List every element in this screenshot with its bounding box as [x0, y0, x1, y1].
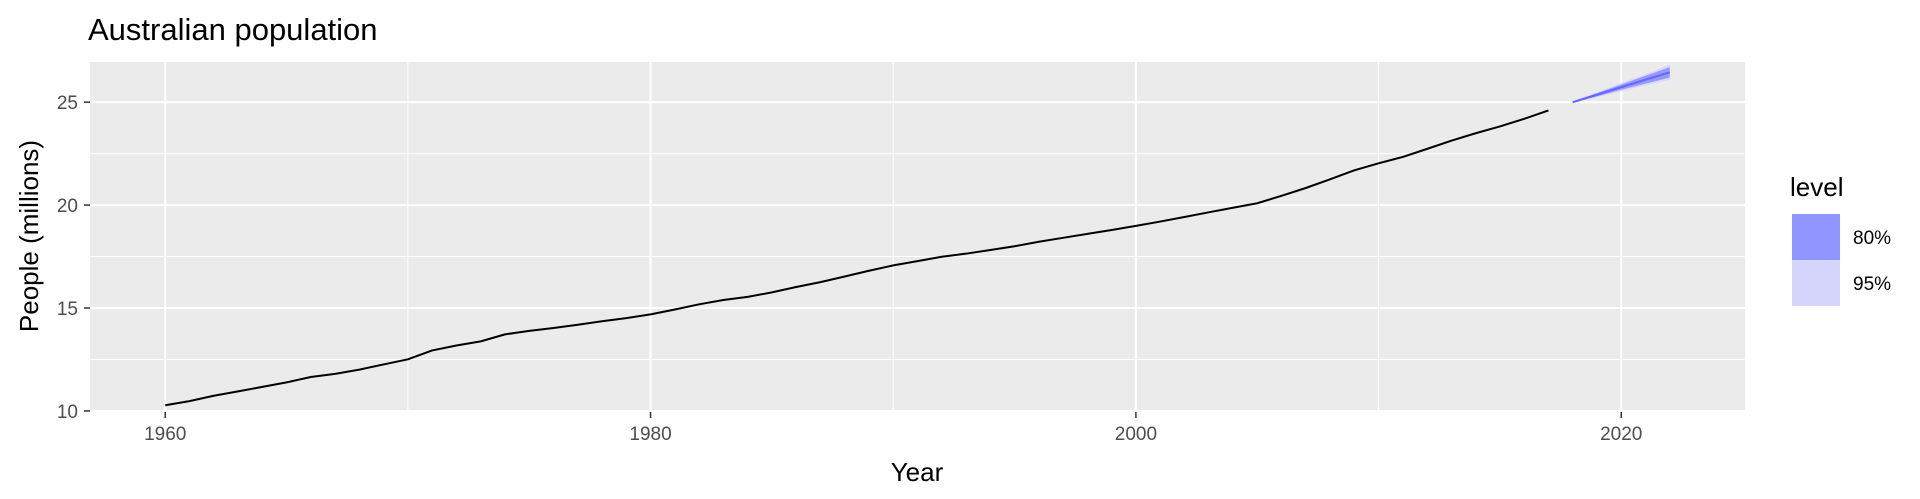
y-axis: 10 15 20 25: [57, 93, 90, 423]
legend-swatch: [1792, 260, 1840, 306]
legend-swatch: [1792, 214, 1840, 260]
y-axis-title: People (millions): [14, 140, 44, 332]
x-tick-label: 2000: [1115, 424, 1157, 445]
x-tick-label: 1960: [144, 424, 186, 445]
minor-gridlines: [90, 62, 1745, 412]
x-axis-title: Year: [891, 457, 944, 487]
y-tick-label: 10: [57, 402, 78, 423]
legend-title: level: [1790, 172, 1843, 202]
y-tick-label: 20: [57, 196, 78, 217]
forecast-mean-line: [1572, 71, 1671, 104]
x-axis: 1960 1980 2000 2020: [144, 412, 1642, 445]
legend-label: 80%: [1853, 228, 1891, 249]
x-tick-label: 1980: [629, 424, 671, 445]
plot-panel: [90, 62, 1745, 412]
y-tick-label: 25: [57, 93, 78, 114]
x-tick-label: 2020: [1600, 424, 1642, 445]
legend-label: 95%: [1853, 274, 1891, 295]
legend: level 80% 95%: [1790, 172, 1891, 306]
series-lines: [165, 71, 1671, 407]
chart-title: Australian population: [88, 12, 378, 47]
major-gridlines: [90, 62, 1745, 412]
population-line: [165, 109, 1549, 407]
y-tick-label: 15: [57, 299, 78, 320]
